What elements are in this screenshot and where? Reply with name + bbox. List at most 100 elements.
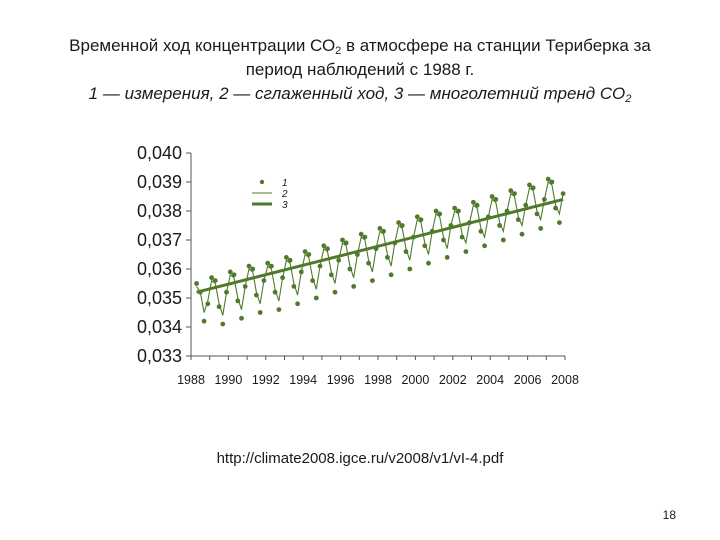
data-point [545,176,551,182]
data-point [433,208,439,214]
data-point [343,240,349,246]
data-point [444,255,450,260]
y-tick-label: 0,034 [137,317,182,337]
data-point [418,217,424,223]
data-point [205,301,211,307]
trend-series [196,197,564,294]
data-point [272,289,278,295]
data-point [426,260,431,266]
x-tick-label: 2004 [476,373,504,387]
smoothed-series [196,181,564,316]
data-point [474,202,480,208]
data-point [302,249,308,255]
data-point [280,275,285,281]
data-point [250,266,256,272]
source-link[interactable]: http://climate2008.igce.ru/v2008/v1/vI-4… [216,450,504,467]
data-point [310,278,315,283]
data-point [295,301,300,307]
data-point [351,284,357,289]
data-point [336,257,342,263]
data-point [269,263,274,269]
data-point [347,266,353,272]
trend-line [196,197,564,294]
data-point [261,278,267,283]
data-point [396,220,401,226]
x-tick-label: 1994 [289,373,317,387]
data-point [407,266,413,272]
data-point [523,202,529,208]
data-point [321,243,327,249]
data-point [530,185,536,191]
data-point [385,255,390,260]
data-point [224,289,229,295]
y-tick-label: 0,033 [137,346,182,366]
chart-title: Временной ход концентрации СО2 в атмосфе… [30,34,690,106]
data-point [325,246,330,252]
data-point [478,228,484,234]
x-tick-label: 2008 [551,373,579,387]
data-point [284,255,289,260]
x-tick-label: 2000 [401,373,429,387]
data-point [538,226,544,231]
title-line-3: 1 — измерения, 2 — сглаженный ход, 3 — м… [88,84,632,105]
data-point [549,179,555,185]
x-axis: 1988 1990 1992 1994 1996 1998 2000 2002 2004 2006… [177,355,579,387]
data-point [246,263,252,269]
x-tick-label: 1992 [252,373,280,387]
y-tick-label: 0,038 [137,201,182,221]
data-point [456,208,461,214]
data-point [370,278,375,283]
data-point [527,182,532,188]
data-point [403,249,409,255]
data-point [515,217,521,223]
data-point [422,243,428,249]
data-point [220,321,226,327]
data-point [358,231,364,237]
data-point [194,281,200,286]
x-tick-label: 1996 [327,373,355,387]
x-tick-label: 2002 [439,373,467,387]
y-tick-label: 0,036 [137,259,182,279]
x-tick-label: 1990 [214,373,242,387]
data-point [519,231,525,237]
data-point [235,298,241,304]
data-point [399,223,405,228]
y-tick-label: 0,040 [137,143,182,163]
data-point [557,220,562,226]
page-number: 18 [662,508,676,522]
data-point [377,226,383,231]
data-point [209,275,215,281]
data-point [463,249,469,255]
data-point [497,223,502,228]
x-tick-label: 2006 [514,373,542,387]
data-point [257,310,263,315]
data-point [239,315,244,321]
data-point [441,237,446,243]
data-point [366,260,371,266]
data-point [340,237,345,243]
data-point [388,272,394,278]
data-point [212,278,218,283]
data-point [332,289,338,295]
data-point [500,237,506,243]
data-point [291,284,297,289]
legend-label: 1 [282,178,288,189]
data-point [560,191,566,197]
measurement-series [194,176,566,327]
data-point [553,205,558,211]
legend-marker-points [259,179,265,185]
data-point [489,194,495,199]
data-point [512,191,517,197]
data-point [471,199,476,205]
data-point [216,304,222,310]
data-point [459,234,465,240]
data-point [452,205,458,211]
y-tick-label: 0,039 [137,172,182,192]
data-point [265,260,271,266]
y-tick-label: 0,035 [137,288,182,308]
data-point [414,214,420,220]
legend-label: 2 [281,189,288,200]
data-point [306,252,312,257]
data-point [254,292,259,298]
